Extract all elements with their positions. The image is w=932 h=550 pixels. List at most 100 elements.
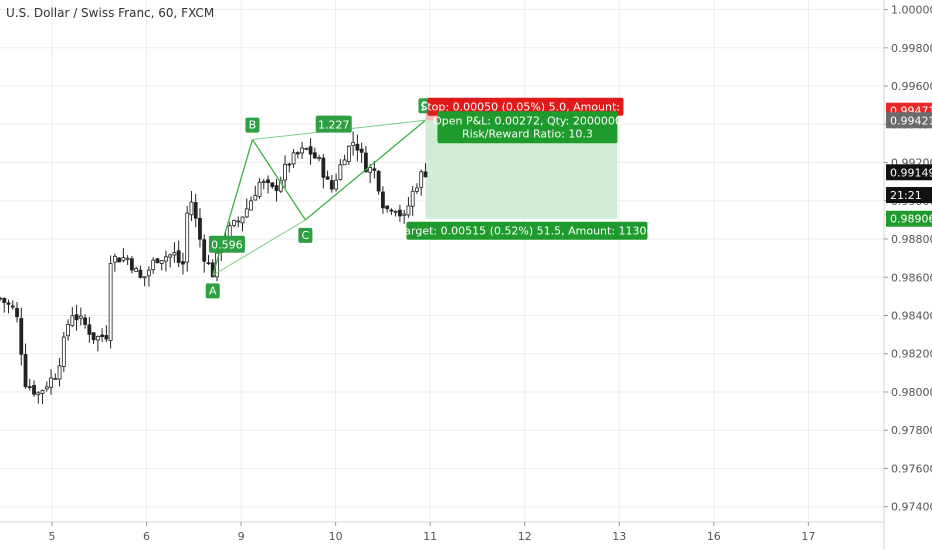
candle-body [159, 260, 164, 264]
x-tick-label: 5 [49, 530, 56, 543]
pattern-point-label: C [302, 229, 310, 242]
candle-body [363, 152, 368, 173]
candle-body [266, 179, 270, 184]
pattern-leg [304, 119, 426, 221]
pattern-point-a[interactable] [205, 283, 220, 299]
candle-body [304, 147, 309, 150]
candle-body [112, 255, 117, 263]
candle-body [415, 187, 419, 192]
price-tag-current [886, 164, 932, 181]
candle-body [283, 163, 287, 181]
candle-body [419, 171, 424, 188]
target-label: Target: 0.00515 (0.52%) 51.5, Amount: 11… [398, 225, 653, 238]
candle-body [74, 314, 79, 321]
candle-body [198, 217, 202, 240]
candle-body [164, 256, 168, 262]
candle-body [151, 259, 156, 271]
x-tick-label: 12 [518, 530, 532, 543]
chart-title: U.S. Dollar / Swiss Franc, 60, FXCM [6, 6, 214, 20]
x-tick-label: 9 [238, 530, 245, 543]
candle-body [300, 147, 304, 154]
ratio-badge[interactable] [208, 235, 245, 253]
candle-body [104, 335, 109, 340]
candle-body [202, 239, 207, 262]
candle-body [334, 179, 339, 190]
candle-body [40, 389, 45, 394]
candle-body [100, 334, 105, 337]
candle-body [398, 209, 402, 217]
candle-body [291, 152, 296, 165]
candle-body [176, 250, 181, 263]
candle-body [0, 297, 2, 300]
candle-body [351, 141, 356, 146]
candle-body [142, 276, 147, 279]
candle-body [10, 305, 15, 308]
candle-body [359, 148, 364, 153]
target-label-badge[interactable] [406, 221, 648, 240]
candle-body [257, 181, 262, 197]
pattern-point-label: A [209, 284, 217, 297]
x-tick-label: 11 [423, 530, 437, 543]
candle-body [317, 157, 321, 159]
y-tick-label: 1.00000 [891, 4, 932, 17]
y-tick-label: 0.98200 [891, 348, 932, 361]
price-tag-entry [886, 112, 932, 129]
candle-body [372, 168, 377, 171]
candle-body [406, 205, 411, 216]
candle-body [385, 205, 390, 209]
y-tick-label: 0.98000 [891, 386, 932, 399]
candle-body [32, 385, 36, 395]
short-position-tool[interactable]: Stop: 0.00050 (0.05%) 5.0, Amount: 0Open… [398, 97, 654, 240]
candles [0, 131, 428, 405]
candle-body [91, 332, 96, 341]
candle-body [321, 157, 326, 178]
price-axis[interactable]: 1.000000.998000.996000.994000.992000.990… [884, 4, 932, 514]
rr-label: Risk/Reward Ratio: 10.3 [462, 127, 593, 140]
stop-label-badge[interactable] [427, 97, 624, 116]
candle-body [325, 176, 330, 180]
candle-body [181, 261, 185, 265]
candle-body [206, 262, 211, 265]
pnl-badge[interactable] [437, 111, 618, 144]
y-tick-label: 0.99600 [891, 80, 932, 93]
xabcd-pattern[interactable]: A B C D 0.596 1.227 [205, 98, 433, 299]
pattern-point-label: B [249, 119, 257, 132]
y-tick-label: 0.98400 [891, 309, 932, 322]
candle-body [355, 143, 360, 151]
y-tick-label: 0.98600 [891, 271, 932, 284]
candle-body [249, 200, 253, 211]
candle-body [125, 257, 130, 260]
pattern-point-c[interactable] [298, 227, 313, 243]
candle-body [61, 336, 66, 367]
candle-body [274, 185, 279, 192]
price-tag-time [886, 187, 932, 204]
x-tick-label: 17 [801, 530, 815, 543]
time-axis[interactable]: 5 6 9 10 11 12 13 16 17 [49, 522, 816, 543]
candle-body [53, 378, 58, 381]
candle-body [381, 191, 385, 209]
y-tick-label: 0.99800 [891, 42, 932, 55]
pattern-leg [251, 139, 306, 221]
candle-body [49, 377, 53, 388]
pattern-point-b[interactable] [245, 117, 260, 133]
candle-body [240, 216, 245, 224]
candle-body [70, 315, 75, 327]
y-tick-label: 0.97800 [891, 424, 932, 437]
ratio-badge[interactable] [315, 115, 352, 133]
candle-body [27, 386, 32, 388]
price-tag-label: 21:21 [890, 189, 922, 202]
candle-body [308, 146, 313, 155]
candle-body [402, 213, 407, 216]
price-tag-label: 0.99149 [890, 166, 932, 179]
candle-body [389, 209, 394, 212]
candle-body [117, 257, 122, 263]
candle-body [236, 220, 241, 223]
candle-body [83, 317, 87, 325]
candle-body [393, 210, 398, 213]
candle-body [342, 159, 347, 166]
candle-body [185, 212, 190, 263]
candle-body [155, 258, 160, 264]
